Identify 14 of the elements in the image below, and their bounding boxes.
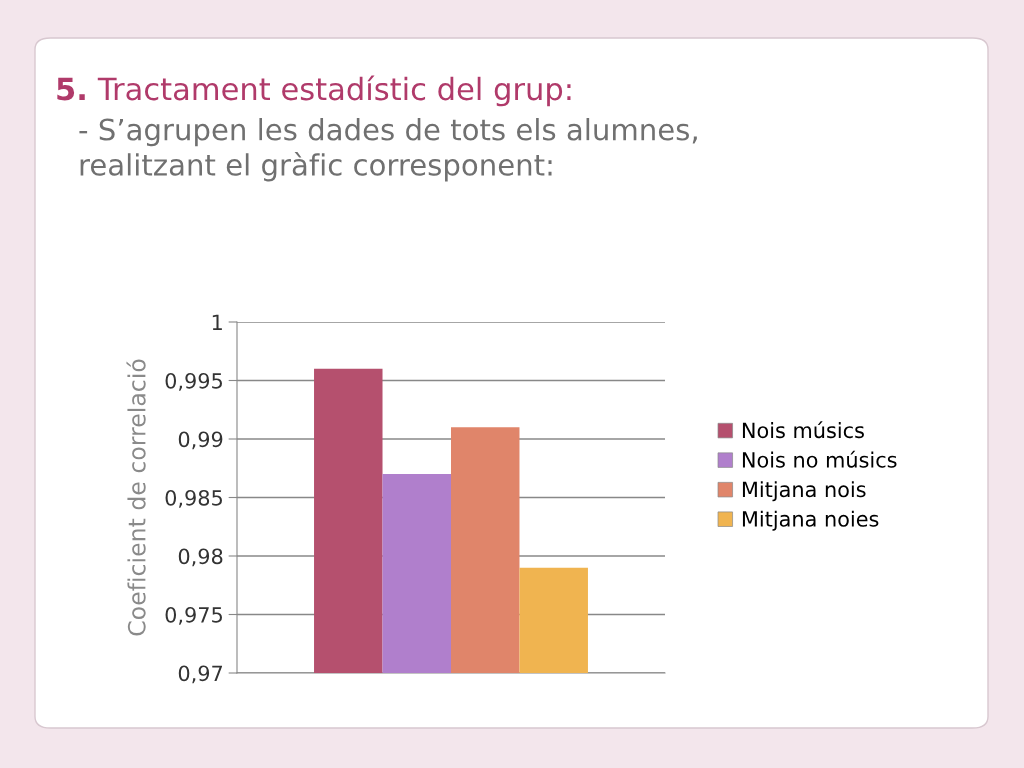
legend-label: Mitjana nois (742, 481, 866, 502)
y-tick-label: 0,99 (178, 431, 223, 450)
y-tick-label: 1 (212, 314, 222, 330)
y-axis-title: Coeficient de correlació (126, 359, 146, 636)
y-tick-label: 0,97 (178, 665, 223, 684)
chart-title: 5. Tractament estadístic del grup: (57, 75, 571, 107)
legend-label: Nois no músics (742, 450, 897, 468)
y-tick-label: 0,985 (165, 489, 222, 508)
y-tick-label: 0,975 (165, 606, 222, 625)
legend-label: Nois músics (742, 421, 864, 439)
y-tick-label: 0,98 (178, 548, 223, 567)
y-tick-label: 0,995 (165, 372, 222, 391)
legend-label: Mitjana noies (742, 510, 879, 531)
chart-subtitle: - S’agrupen les dades de tots els alumnes, realitzant el gràfic corresponent: (79, 118, 697, 182)
